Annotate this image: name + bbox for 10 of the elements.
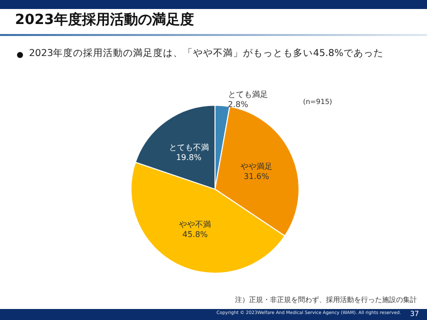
slice-label: とても不満 [168, 143, 209, 152]
chart-subtitle: 2023年度の採用活動の満足度は、「やや不満」がもっとも多い45.8%であった [29, 47, 384, 60]
data-label: 2.8% [228, 100, 249, 110]
data-label: 19.8% [176, 153, 202, 162]
slice-label: やや不満 [179, 220, 212, 230]
slice-label: とても満足 [228, 90, 268, 100]
chart-title: 2023年度採用活動の満足度 [15, 11, 194, 29]
slice-label: やや満足 [240, 162, 272, 172]
data-label: 31.6% [244, 172, 270, 182]
data-label: 45.8% [182, 230, 208, 240]
